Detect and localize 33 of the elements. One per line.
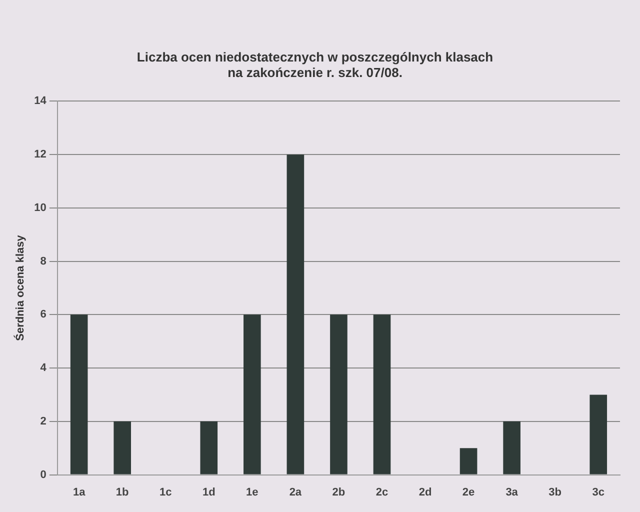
- x-tick-label: 2d: [418, 486, 432, 498]
- bar: [114, 421, 131, 474]
- y-tick-label: 2: [40, 415, 46, 428]
- bar: [200, 421, 218, 474]
- x-tick-label: 3a: [506, 486, 519, 498]
- bar: [330, 314, 348, 474]
- x-tick-label: 3c: [592, 486, 604, 498]
- x-tick-label: 2b: [332, 486, 346, 498]
- bar: [244, 314, 261, 474]
- y-tick-label: 14: [34, 95, 48, 108]
- x-tick-label: 1d: [202, 486, 216, 498]
- x-tick-label: 1b: [116, 486, 130, 498]
- y-tick-label: 6: [40, 308, 46, 321]
- bar: [373, 314, 391, 474]
- x-tick-label: 1a: [72, 486, 86, 498]
- bar: [286, 154, 304, 474]
- x-tick-label: 1e: [246, 486, 258, 498]
- x-tick-label: 2c: [376, 486, 388, 498]
- x-tick-label: 2e: [462, 486, 475, 498]
- y-tick-label: 10: [34, 202, 46, 214]
- bar: [590, 394, 608, 474]
- bar: [460, 448, 478, 474]
- x-tick-label: 1c: [159, 486, 172, 498]
- y-tick-label: 0: [40, 468, 46, 481]
- x-tick-label: 3b: [548, 486, 562, 498]
- y-tick-label: 8: [40, 255, 46, 268]
- x-tick-label: 2a: [289, 486, 302, 498]
- chart-title: Liczba ocen niedostatecznych w poszczególnych klasach na zakończenie r. szk. 07/08.: [136, 49, 494, 80]
- y-tick-label: 12: [34, 148, 46, 161]
- bar: [503, 421, 520, 474]
- y-axis-title: Śerdnia ocena klasy: [14, 234, 27, 341]
- bar: [70, 314, 88, 474]
- y-tick-label: 4: [40, 362, 48, 374]
